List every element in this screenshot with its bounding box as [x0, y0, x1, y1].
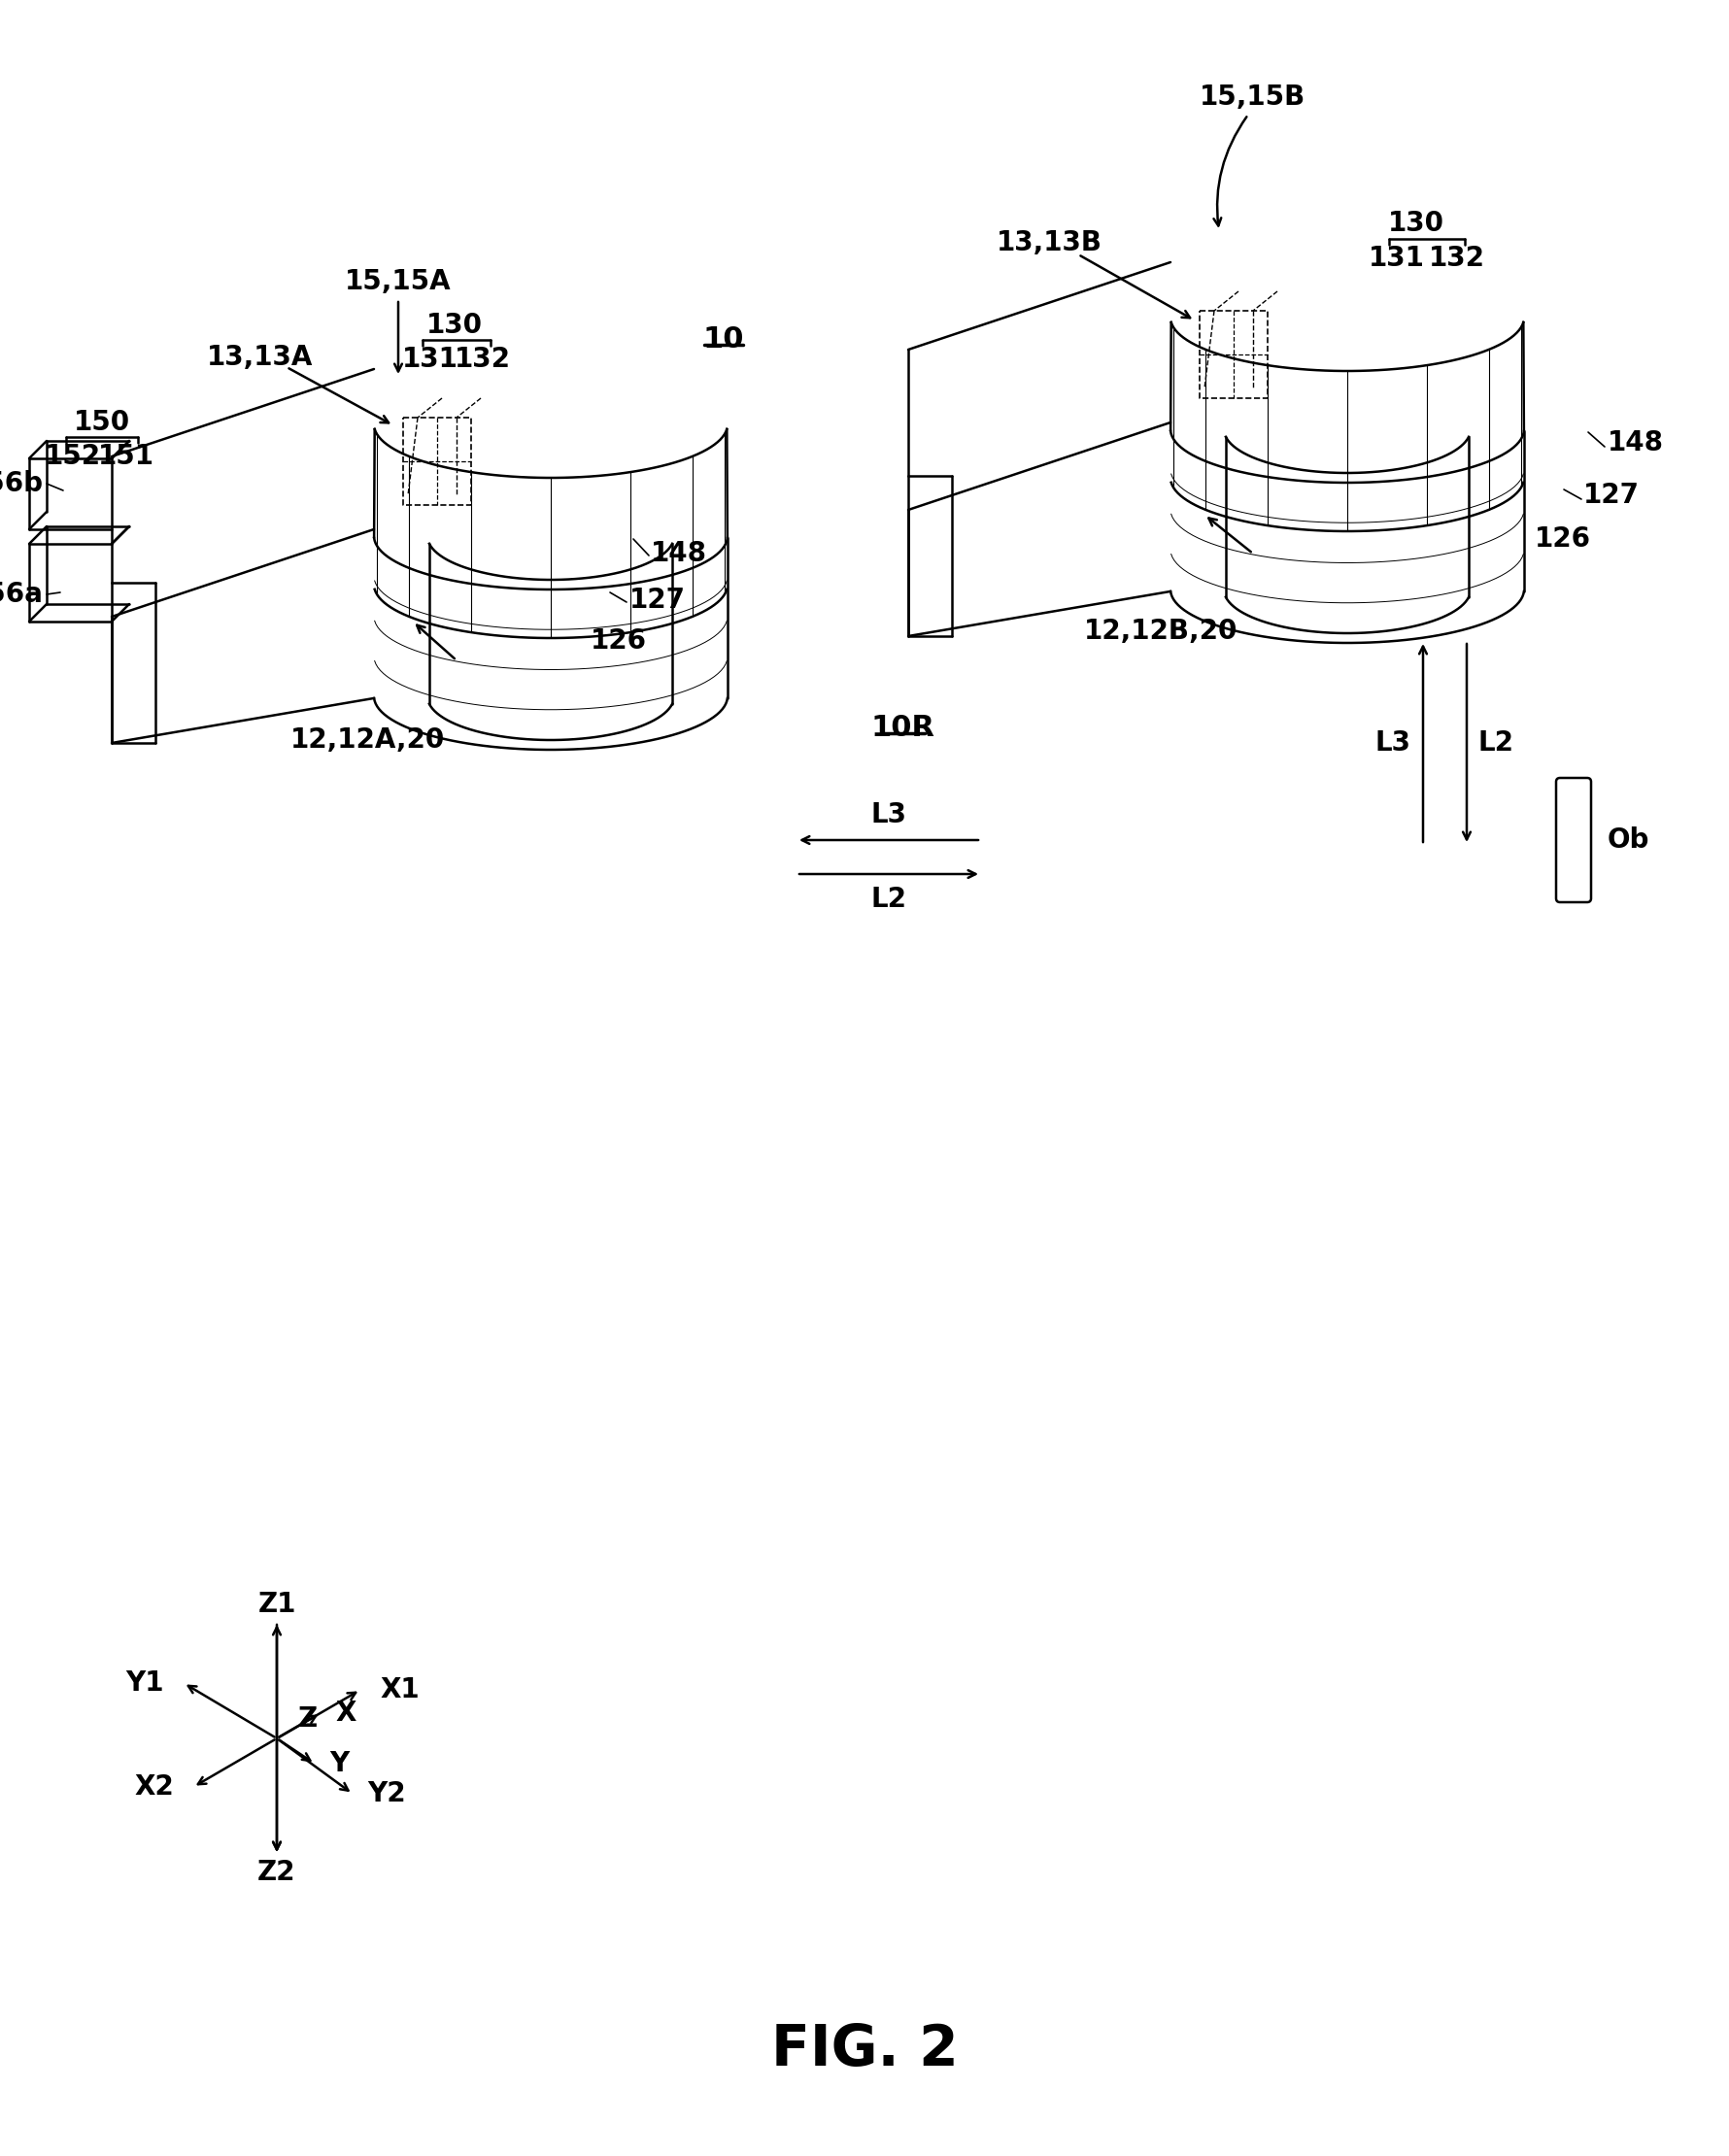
Text: 148: 148 — [650, 539, 707, 567]
Text: 126: 126 — [591, 627, 647, 655]
Text: 127: 127 — [1584, 481, 1639, 509]
Text: 156a: 156a — [0, 580, 43, 608]
Text: 131: 131 — [403, 345, 458, 373]
Text: X1: X1 — [380, 1675, 418, 1703]
Text: 126: 126 — [1535, 526, 1591, 552]
Text: 15,15A: 15,15A — [346, 267, 451, 295]
Text: FIG. 2: FIG. 2 — [771, 2022, 958, 2076]
Text: 130: 130 — [1388, 209, 1444, 237]
Text: X2: X2 — [135, 1774, 175, 1800]
Text: L2: L2 — [1478, 729, 1515, 757]
Text: L2: L2 — [871, 886, 906, 912]
Text: 150: 150 — [74, 410, 130, 436]
Text: Y: Y — [329, 1751, 349, 1777]
Text: Z1: Z1 — [258, 1591, 296, 1617]
Text: 13,13B: 13,13B — [996, 229, 1101, 257]
Text: 132: 132 — [455, 345, 512, 373]
Text: Y1: Y1 — [126, 1669, 164, 1697]
Text: L3: L3 — [871, 802, 906, 828]
Text: 10R: 10R — [871, 714, 935, 742]
Text: 13,13A: 13,13A — [207, 343, 313, 371]
Text: 148: 148 — [1608, 429, 1663, 457]
Text: 10: 10 — [704, 326, 743, 354]
Text: L3: L3 — [1376, 729, 1411, 757]
Text: Y2: Y2 — [367, 1781, 406, 1807]
Text: 130: 130 — [427, 313, 482, 338]
Text: Ob: Ob — [1608, 826, 1649, 854]
Text: 127: 127 — [629, 586, 686, 614]
Text: Z2: Z2 — [258, 1858, 296, 1886]
Text: X: X — [335, 1699, 356, 1727]
Text: 152: 152 — [45, 442, 100, 470]
Text: 131: 131 — [1369, 246, 1425, 272]
Text: Z: Z — [297, 1705, 318, 1733]
Text: 132: 132 — [1428, 246, 1485, 272]
FancyBboxPatch shape — [1556, 778, 1591, 901]
Text: 12,12B,20: 12,12B,20 — [1084, 617, 1238, 645]
Text: 12,12A,20: 12,12A,20 — [290, 727, 444, 755]
Text: 151: 151 — [99, 442, 154, 470]
Text: 156b: 156b — [0, 470, 43, 498]
Text: 15,15B: 15,15B — [1200, 84, 1305, 110]
